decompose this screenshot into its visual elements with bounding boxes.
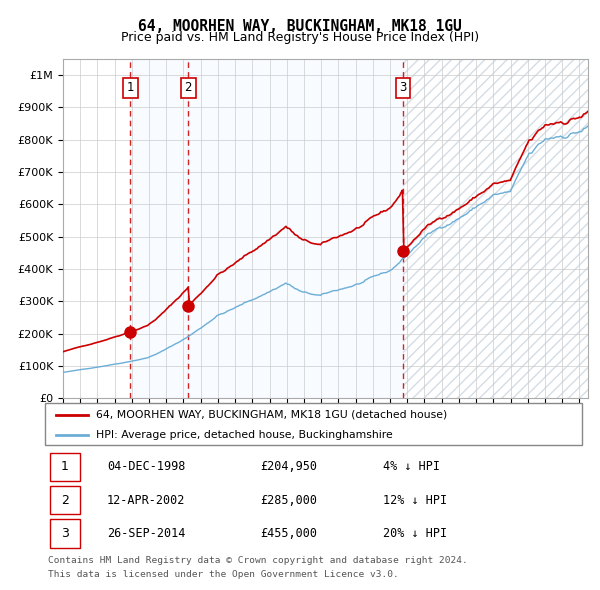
Text: £285,000: £285,000 [260, 493, 317, 507]
Text: 1: 1 [127, 81, 134, 94]
Text: 2: 2 [61, 493, 69, 507]
Text: 12% ↓ HPI: 12% ↓ HPI [383, 493, 448, 507]
Bar [188, 59, 403, 398]
Text: £204,950: £204,950 [260, 460, 317, 474]
Text: £455,000: £455,000 [260, 526, 317, 540]
Text: This data is licensed under the Open Government Licence v3.0.: This data is licensed under the Open Gov… [48, 570, 399, 579]
Text: 26-SEP-2014: 26-SEP-2014 [107, 526, 185, 540]
Text: HPI: Average price, detached house, Buckinghamshire: HPI: Average price, detached house, Buck… [96, 430, 393, 440]
Text: 1: 1 [61, 460, 69, 474]
Text: 4% ↓ HPI: 4% ↓ HPI [383, 460, 440, 474]
Text: 3: 3 [399, 81, 406, 94]
Bar [130, 59, 188, 398]
FancyBboxPatch shape [50, 453, 80, 481]
FancyBboxPatch shape [50, 519, 80, 548]
Text: 12-APR-2002: 12-APR-2002 [107, 493, 185, 507]
Text: 3: 3 [61, 526, 69, 540]
Text: 2: 2 [185, 81, 192, 94]
FancyBboxPatch shape [45, 403, 582, 445]
FancyBboxPatch shape [50, 486, 80, 514]
Text: Contains HM Land Registry data © Crown copyright and database right 2024.: Contains HM Land Registry data © Crown c… [48, 556, 468, 565]
Text: 04-DEC-1998: 04-DEC-1998 [107, 460, 185, 474]
Bar [403, 59, 588, 398]
Text: 64, MOORHEN WAY, BUCKINGHAM, MK18 1GU: 64, MOORHEN WAY, BUCKINGHAM, MK18 1GU [138, 19, 462, 34]
Text: Price paid vs. HM Land Registry's House Price Index (HPI): Price paid vs. HM Land Registry's House … [121, 31, 479, 44]
Text: 64, MOORHEN WAY, BUCKINGHAM, MK18 1GU (detached house): 64, MOORHEN WAY, BUCKINGHAM, MK18 1GU (d… [96, 410, 447, 420]
Text: 20% ↓ HPI: 20% ↓ HPI [383, 526, 448, 540]
